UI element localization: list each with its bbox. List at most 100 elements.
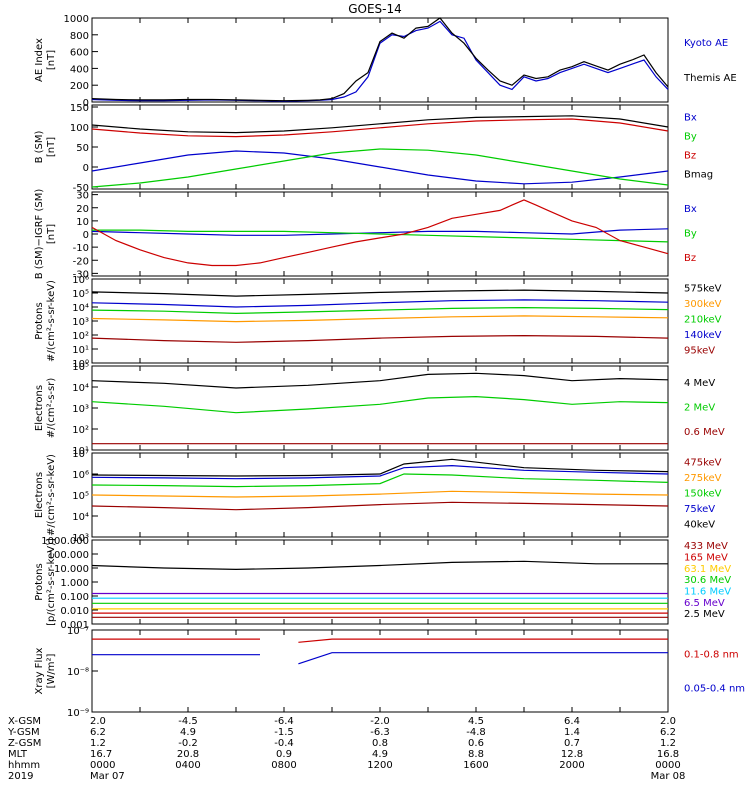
y-tick-label: 100.000 xyxy=(48,550,89,561)
footer-cell: 12.8 xyxy=(561,749,583,760)
footer-cell: -4.8 xyxy=(466,727,486,738)
y-tick-label: 400 xyxy=(70,64,89,75)
y-tick-label: 800 xyxy=(70,31,89,42)
footer-cell: -4.5 xyxy=(178,716,198,727)
y-tick-label: 30 xyxy=(76,191,89,202)
legend-entry: 40keV xyxy=(684,520,715,531)
legend-entry: Bz xyxy=(684,150,696,161)
footer-row-label: X-GSM xyxy=(8,716,41,727)
y-axis-label: Electrons xyxy=(34,472,45,518)
series-line-210keV xyxy=(91,306,669,315)
y-tick-label: -50 xyxy=(73,183,89,194)
footer-cell: 4.9 xyxy=(372,749,388,760)
legend-entry: Bx xyxy=(684,112,697,123)
legend-entry: 2.5 MeV xyxy=(684,609,725,620)
series-line-2 MeV xyxy=(91,395,669,414)
series-line-75keV xyxy=(91,464,669,480)
footer-cell: -1.5 xyxy=(274,727,294,738)
footer-cell: 0400 xyxy=(175,760,200,771)
y-tick-label: 20 xyxy=(76,204,89,215)
y-axis-label: B (SM)−IGRF (SM) xyxy=(34,189,45,280)
footer-cell: 1.4 xyxy=(564,727,580,738)
series-line-By xyxy=(91,148,669,188)
panel-frame-7 xyxy=(91,629,669,713)
y-axis-label: [nT] xyxy=(46,50,57,70)
y-axis-label: Electrons xyxy=(34,385,45,431)
y-tick-label: 1000.000 xyxy=(41,536,89,547)
legend-entry: 140keV xyxy=(684,330,722,341)
y-tick-label: 0.001 xyxy=(60,620,89,631)
legend-entry: 2 MeV xyxy=(684,402,715,413)
footer-cell: 0.8 xyxy=(372,738,388,749)
y-axis-label: AE Index xyxy=(34,38,45,82)
legend-entry: 275keV xyxy=(684,473,722,484)
series-line-575keV xyxy=(91,289,669,297)
y-tick-label: 0.010 xyxy=(60,606,89,617)
y-tick-label: 1.000 xyxy=(60,578,89,589)
y-axis-label: [nT] xyxy=(46,224,57,244)
legend-entry: 6.5 MeV xyxy=(684,598,725,609)
y-axis-label: B (SM) xyxy=(34,130,45,163)
legend-entry: Bz xyxy=(684,253,696,264)
legend-entry: 0.6 MeV xyxy=(684,427,725,438)
y-tick-label: 10¹ xyxy=(72,345,89,356)
series-line-Bx xyxy=(91,228,669,236)
y-axis-label: [W/m²] xyxy=(46,653,57,688)
footer-cell: 0000 xyxy=(90,760,115,771)
y-tick-label: 150 xyxy=(70,103,89,114)
y-tick-label: 0 xyxy=(83,98,89,109)
y-axis-label: #/(cm²-s-sr-keV) xyxy=(46,280,57,362)
footer-cell: 16.8 xyxy=(657,749,679,760)
series-line-Bx xyxy=(91,150,669,185)
y-tick-label: 10⁵ xyxy=(72,289,89,300)
footer-cell: 6.4 xyxy=(564,716,580,727)
y-axis-label: [nT] xyxy=(46,137,57,157)
y-tick-label: 10³ xyxy=(72,317,89,328)
legend-entry: Bmag xyxy=(684,170,713,181)
y-tick-label: 10³ xyxy=(72,404,89,415)
footer-cell: 1200 xyxy=(367,760,392,771)
y-tick-label: 100 xyxy=(70,123,89,134)
y-axis-label: #/(cm²-s-sr-keV) xyxy=(46,454,57,536)
footer-cell: 0.6 xyxy=(468,738,484,749)
legend-entry: 210keV xyxy=(684,315,722,326)
legend-entry: Kyoto AE xyxy=(684,38,728,49)
footer-cell: 0.7 xyxy=(564,738,580,749)
legend-entry: 0.05-0.4 nm xyxy=(684,684,745,695)
footer-cell: -0.4 xyxy=(274,738,294,749)
footer-cell: 2.0 xyxy=(660,716,676,727)
y-tick-label: -20 xyxy=(73,256,89,267)
y-tick-label: -10 xyxy=(73,243,89,254)
footer-cell: 1.2 xyxy=(90,738,106,749)
series-line-Bz xyxy=(91,118,669,138)
panel-frame-5 xyxy=(91,452,669,538)
legend-entry: 4 MeV xyxy=(684,378,715,389)
series-line-0.1-0.8 nm xyxy=(92,638,668,643)
footer-row-label: Y-GSM xyxy=(7,727,40,738)
footer-cell: 4.9 xyxy=(180,727,196,738)
series-line-Bmag xyxy=(91,115,669,134)
legend-entry: 95keV xyxy=(684,346,715,357)
footer-cell: 0800 xyxy=(271,760,296,771)
series-line-Kyoto AE xyxy=(91,20,669,102)
y-tick-label: 10⁵ xyxy=(72,491,89,502)
legend-entry: 0.1-0.8 nm xyxy=(684,649,739,660)
y-tick-label: 0 xyxy=(83,163,89,174)
y-tick-label: 10⁵ xyxy=(72,362,89,373)
series-line-40keV xyxy=(91,458,669,477)
series-line-Themis AE xyxy=(91,17,669,102)
y-tick-label: 10⁻⁷ xyxy=(67,626,89,637)
legend-entry: 11.6 MeV xyxy=(684,586,731,597)
series-line-300keV xyxy=(91,315,669,323)
y-tick-label: 200 xyxy=(70,81,89,92)
y-tick-label: 0 xyxy=(83,230,89,241)
y-tick-label: 10⁴ xyxy=(72,512,89,523)
footer-cell: 8.8 xyxy=(468,749,484,760)
panel-frame-0 xyxy=(91,17,669,103)
legend-entry: 300keV xyxy=(684,299,722,310)
y-axis-label: [p/(cm²-s-sr-keV)] xyxy=(46,538,57,626)
footer-cell: 1.2 xyxy=(660,738,676,749)
y-axis-label: #/(cm²-s-sr) xyxy=(46,378,57,439)
y-axis-label: Protons xyxy=(34,302,45,339)
